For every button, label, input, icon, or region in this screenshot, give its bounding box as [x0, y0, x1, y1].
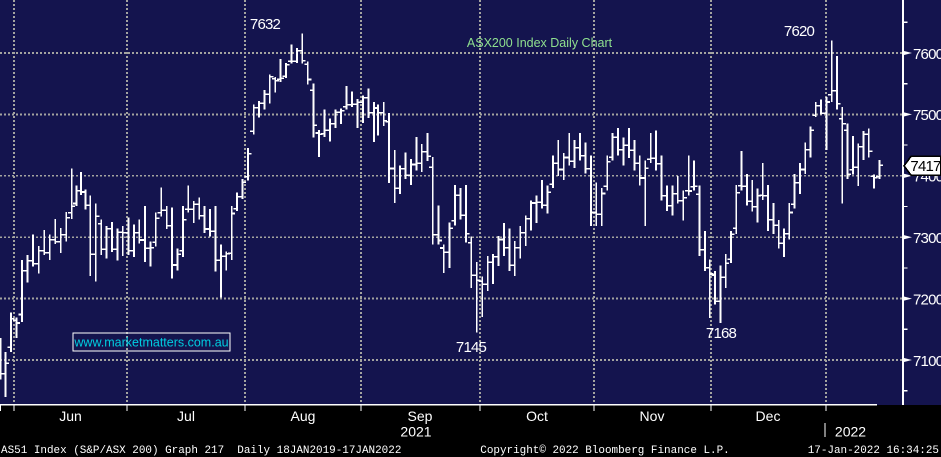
svg-text:2022: 2022 [835, 424, 866, 440]
svg-text:www.marketmatters.com.au: www.marketmatters.com.au [73, 336, 228, 350]
svg-text:Oct: Oct [526, 408, 548, 424]
svg-text:Dec: Dec [756, 408, 781, 424]
svg-text:7632: 7632 [250, 16, 281, 33]
svg-text:7145: 7145 [456, 339, 487, 356]
svg-text:2021: 2021 [400, 424, 431, 440]
svg-text:Aug: Aug [291, 408, 316, 424]
svg-text:AS51 Index (S&P/ASX 200) Graph: AS51 Index (S&P/ASX 200) Graph 217 Daily… [1, 445, 401, 457]
svg-text:Copyright© 2022 Bloomberg Fina: Copyright© 2022 Bloomberg Finance L.P. [480, 445, 729, 457]
svg-text:7600: 7600 [913, 46, 941, 63]
svg-text:7620: 7620 [784, 23, 815, 40]
svg-text:Nov: Nov [640, 408, 665, 424]
svg-text:17-Jan-2022 16:34:25: 17-Jan-2022 16:34:25 [808, 445, 939, 457]
svg-text:7200: 7200 [913, 291, 941, 308]
svg-text:Sep: Sep [408, 408, 433, 424]
svg-text:7300: 7300 [913, 230, 941, 247]
svg-text:7417: 7417 [910, 158, 941, 175]
svg-text:7100: 7100 [913, 353, 941, 370]
svg-text:ASX200 Index Daily Chart: ASX200 Index Daily Chart [467, 36, 613, 50]
svg-text:7168: 7168 [706, 325, 737, 342]
svg-text:Jun: Jun [59, 408, 82, 424]
svg-text:7500: 7500 [913, 107, 941, 124]
svg-text:Jul: Jul [177, 408, 195, 424]
